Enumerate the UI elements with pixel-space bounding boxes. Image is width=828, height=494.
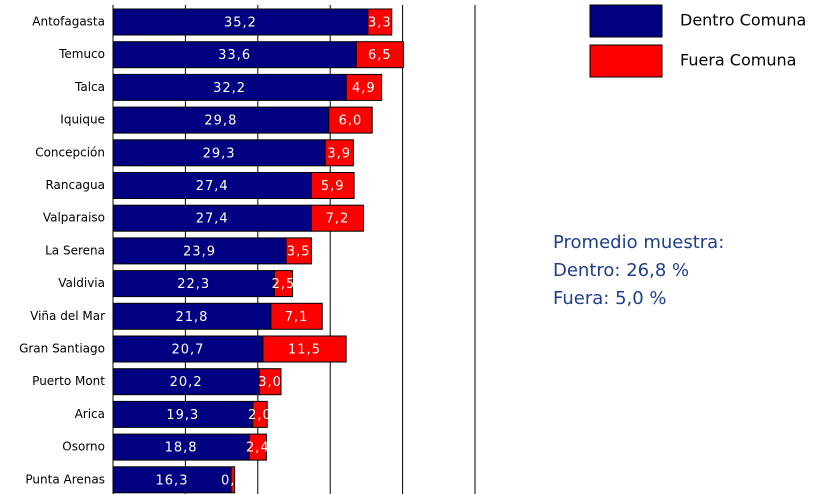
y-tick-label: Gran Santiago	[19, 342, 105, 356]
bar-segment	[328, 106, 373, 134]
value-label: 35,2	[224, 16, 257, 31]
bar-segment	[230, 466, 236, 494]
bar-segment	[367, 8, 393, 36]
y-tick-label: Valparaiso	[43, 211, 105, 225]
value-label: 5,9	[321, 179, 345, 194]
bar-segment	[310, 172, 355, 199]
value-label: 3,3	[368, 16, 392, 31]
value-label: 27,4	[196, 212, 229, 227]
y-tick-label: Punta Arenas	[25, 472, 105, 486]
bar-segment	[112, 139, 326, 167]
y-tick-label: Rancagua	[45, 178, 105, 192]
bar-segment	[273, 270, 294, 298]
value-label: 6,0	[339, 114, 363, 129]
y-tick-label: Talca	[74, 80, 105, 94]
y-tick-label: Concepción	[35, 145, 105, 159]
value-label: 2,0	[248, 408, 272, 423]
value-label: 20,2	[170, 375, 203, 390]
bar-segment	[345, 73, 383, 101]
bar-segment	[310, 204, 365, 232]
value-label: 29,3	[203, 146, 236, 161]
value-label: 4,9	[352, 81, 376, 96]
bar-segment	[324, 139, 354, 167]
value-label: 6,5	[368, 48, 392, 63]
value-label: 19,3	[166, 408, 199, 423]
legend-swatch	[589, 44, 663, 78]
value-label: 16,3	[156, 473, 189, 488]
value-label: 2,4	[246, 441, 270, 456]
value-label: 22,3	[177, 277, 210, 292]
legend-label: Fuera Comuna	[680, 51, 796, 70]
y-tick-label: Puerto Mont	[32, 374, 105, 388]
bar-segment	[252, 400, 268, 428]
value-label: 27,4	[196, 179, 229, 194]
value-label: 11,5	[288, 343, 321, 358]
bar-segment	[112, 270, 275, 298]
bar-segment	[112, 106, 330, 134]
value-label: 18,8	[165, 441, 198, 456]
value-label: 23,9	[183, 244, 216, 259]
value-label: 33,6	[218, 48, 251, 63]
y-tick-label: Iquique	[60, 113, 105, 127]
y-tick-label: Arica	[75, 407, 105, 421]
bar-segment	[285, 237, 312, 265]
y-tick-label: Temuco	[58, 47, 105, 61]
bar-segment	[355, 41, 404, 69]
value-label: 3,0	[258, 375, 282, 390]
legend-label: Dentro Comuna	[680, 11, 806, 30]
value-label: 3,5	[287, 244, 311, 259]
bar-segment	[112, 172, 312, 199]
bar-segment	[112, 368, 260, 396]
y-tick-label: Antofagasta	[32, 15, 105, 29]
bar-segment	[248, 433, 267, 461]
value-label: 7,1	[285, 310, 309, 325]
annotation: Dentro: 26,8 %	[553, 260, 689, 281]
bar-segment	[112, 41, 357, 69]
bar-segment	[262, 335, 347, 363]
bar-segment	[112, 73, 347, 101]
value-label: 7,2	[326, 212, 350, 227]
value-label: 29,8	[204, 114, 237, 129]
y-tick-label: Viña del Mar	[30, 309, 105, 323]
bar-segment	[112, 8, 369, 36]
bar-segment	[270, 302, 323, 330]
value-label: 0,5	[221, 473, 245, 488]
bar-segment	[112, 433, 250, 461]
value-label: 32,2	[213, 81, 246, 96]
y-tick-label: La Serena	[45, 243, 105, 257]
bar-segment	[112, 302, 272, 330]
y-tick-label: Osorno	[62, 440, 105, 454]
y-tick-label: Valdivia	[58, 276, 105, 290]
annotation: Promedio muestra:	[553, 232, 724, 253]
value-label: 2,5	[272, 277, 296, 292]
bar-segment	[112, 466, 232, 494]
legend-swatch	[589, 4, 663, 38]
annotation: Fuera: 5,0 %	[553, 288, 667, 309]
value-label: 20,7	[171, 343, 204, 358]
value-label: 3,9	[327, 146, 351, 161]
bar-segment	[258, 368, 282, 396]
value-label: 21,8	[175, 310, 208, 325]
